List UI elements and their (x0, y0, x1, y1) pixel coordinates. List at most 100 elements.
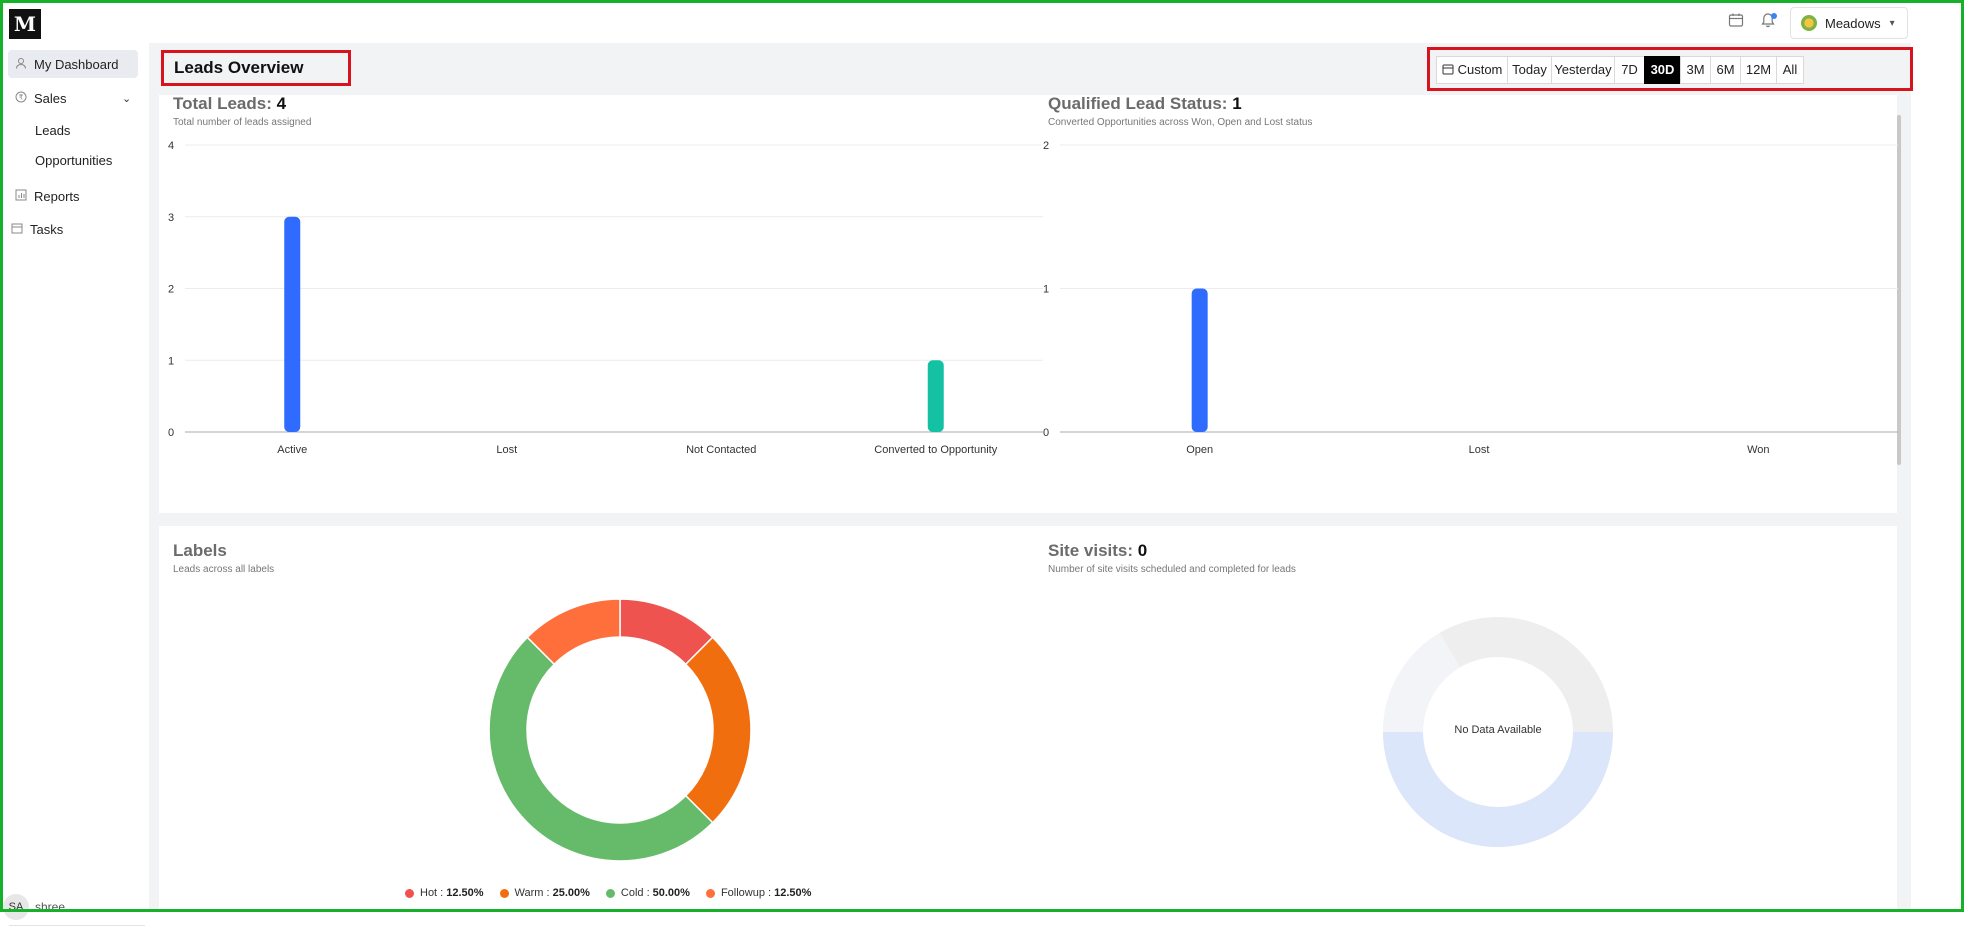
labels-legend: Hot :12.50% Warm :25.00% Cold :50.00% Follo… (405, 887, 827, 899)
date-filter-label: 12M (1745, 62, 1772, 77)
date-filter-custom[interactable]: Custom (1436, 56, 1508, 84)
site-visits-empty-donut (1383, 617, 1613, 847)
date-filter-7d[interactable]: 7D (1614, 56, 1645, 84)
calendar-icon (1442, 62, 1458, 77)
sidebar-item-leads[interactable]: Leads (35, 123, 71, 138)
calendar-icon (10, 222, 24, 236)
site-visits-count: 0 (1137, 541, 1148, 560)
date-filter-label: Custom (1457, 62, 1503, 77)
site-visits-subtitle: Number of site visits scheduled and comp… (1048, 564, 1296, 575)
y-tick-label: 3 (168, 212, 174, 224)
date-filter-yesterday[interactable]: Yesterday (1551, 56, 1615, 84)
calendar-icon[interactable] (1725, 12, 1747, 34)
total-leads-bar-chart: 0 1 2 3 4 Active Lost Not Contacted Converted to… (168, 140, 1043, 456)
date-filter-all[interactable]: All (1776, 56, 1804, 84)
page-title: Leads Overview (161, 50, 351, 86)
date-filter-label: All (1782, 62, 1798, 77)
legend-dot (405, 888, 414, 898)
bar-active[interactable] (284, 216, 301, 432)
qualified-lead-count: 1 (1232, 94, 1242, 113)
legend-item-hot[interactable]: Hot :12.50% (405, 887, 484, 899)
sidebar-item-label: Reports (34, 188, 80, 204)
legend-label: Hot : (420, 887, 444, 899)
date-range-filter: Custom Today Yesterday 7D 30D 3M 6M 12M All (1427, 47, 1913, 91)
date-filter-6m[interactable]: 6M (1710, 56, 1741, 84)
qualified-lead-subtitle: Converted Opportunities across Won, Open… (1048, 117, 1313, 128)
app-logo[interactable]: M (9, 9, 41, 39)
labels-donut-chart (488, 598, 752, 862)
y-tick-label: 0 (168, 427, 174, 439)
date-filter-today[interactable]: Today (1507, 56, 1552, 84)
user-name: Meadows (1825, 15, 1881, 31)
date-filter-3m[interactable]: 3M (1680, 56, 1711, 84)
date-filter-label: Yesterday (1554, 62, 1612, 77)
slice-cold[interactable] (488, 636, 714, 862)
slice-followup[interactable] (526, 598, 621, 666)
date-filter-30d[interactable]: 30D (1644, 56, 1681, 84)
legend-label: Warm : (514, 887, 550, 899)
no-data-text: No Data Available (1454, 724, 1542, 736)
x-tick-label: Open (1186, 444, 1213, 456)
bell-icon[interactable] (1757, 12, 1779, 34)
legend-value: 12.50% (446, 887, 484, 899)
x-tick-label: Lost (496, 444, 517, 456)
empty-ring-blue (1383, 731, 1613, 847)
notification-dot (1771, 13, 1777, 19)
date-filter-label: 30D (1650, 62, 1675, 77)
date-filter-label: 7D (1621, 62, 1638, 77)
legend-dot (705, 888, 715, 898)
empty-ring-light (1383, 632, 1461, 733)
sidebar-item-reports[interactable]: Reports (8, 182, 138, 210)
qualified-lead-status-title: Qualified Lead Status: 1 (1048, 94, 1242, 113)
total-leads-count: 4 (276, 94, 287, 113)
y-tick-label: 2 (1043, 140, 1049, 152)
labels-subtitle: Leads across all labels (173, 564, 275, 575)
labels-visits-card (159, 526, 1897, 909)
slice-warm[interactable] (684, 636, 752, 824)
y-tick-label: 1 (1043, 284, 1049, 296)
legend-dot (605, 888, 615, 898)
labels-title: Labels (173, 541, 227, 560)
total-leads-title: Total Leads: 4 (173, 94, 287, 113)
user-menu-button[interactable]: Meadows ▾ (1790, 7, 1908, 39)
chart-icon (14, 189, 28, 203)
scrollbar[interactable] (1897, 115, 1901, 465)
chevron-down-icon[interactable]: ⌄ (122, 92, 132, 105)
sidebar-item-sales[interactable]: ₹ Sales ⌄ (8, 84, 138, 112)
coin-icon: ₹ (14, 91, 28, 105)
avatar (1801, 15, 1817, 31)
sidebar-item-label: Tasks (30, 221, 64, 237)
legend-value: 12.50% (774, 887, 812, 899)
date-filter-label: 3M (1686, 62, 1705, 77)
date-filter-12m[interactable]: 12M (1740, 56, 1777, 84)
legend-value: 50.00% (652, 887, 690, 899)
sidebar-item-opportunities[interactable]: Opportunities (35, 153, 113, 168)
y-tick-label: 1 (168, 355, 174, 367)
bar-converted-to-opportunity[interactable] (927, 360, 944, 432)
legend-item-cold[interactable]: Cold :50.00% (605, 887, 690, 899)
x-tick-label: Active (277, 444, 307, 456)
legend-item-warm[interactable]: Warm :25.00% (499, 887, 590, 899)
sidebar-user[interactable]: SA shree (3, 894, 65, 920)
x-tick-label: Not Contacted (686, 444, 756, 456)
y-tick-label: 4 (168, 140, 174, 152)
legend-label: Cold : (620, 887, 650, 899)
date-filter-label: Today (1512, 62, 1547, 77)
user-icon (14, 57, 28, 71)
qualified-lead-bar-chart: 0 1 2 Open Lost Won (1043, 140, 1898, 456)
legend-item-followup[interactable]: Followup :12.50% (705, 887, 812, 899)
sidebar-item-label: My Dashboard (34, 56, 119, 72)
y-tick-label: 0 (1043, 427, 1049, 439)
x-tick-label: Lost (1469, 444, 1490, 456)
bar-open[interactable] (1191, 288, 1208, 433)
site-visits-title: Site visits: 0 (1048, 541, 1148, 560)
date-filter-label: 6M (1716, 62, 1735, 77)
top-bar: M Meadows ▾ (3, 3, 1961, 43)
leads-charts-card (159, 95, 1897, 513)
legend-value: 25.00% (552, 887, 590, 899)
sidebar-item-my-dashboard[interactable]: My Dashboard (8, 50, 138, 78)
sidebar-item-tasks[interactable]: Tasks (8, 215, 138, 243)
x-tick-label: Converted to Opportunity (874, 444, 997, 456)
user-avatar: SA (3, 894, 29, 920)
legend-label: Followup : (720, 887, 772, 899)
